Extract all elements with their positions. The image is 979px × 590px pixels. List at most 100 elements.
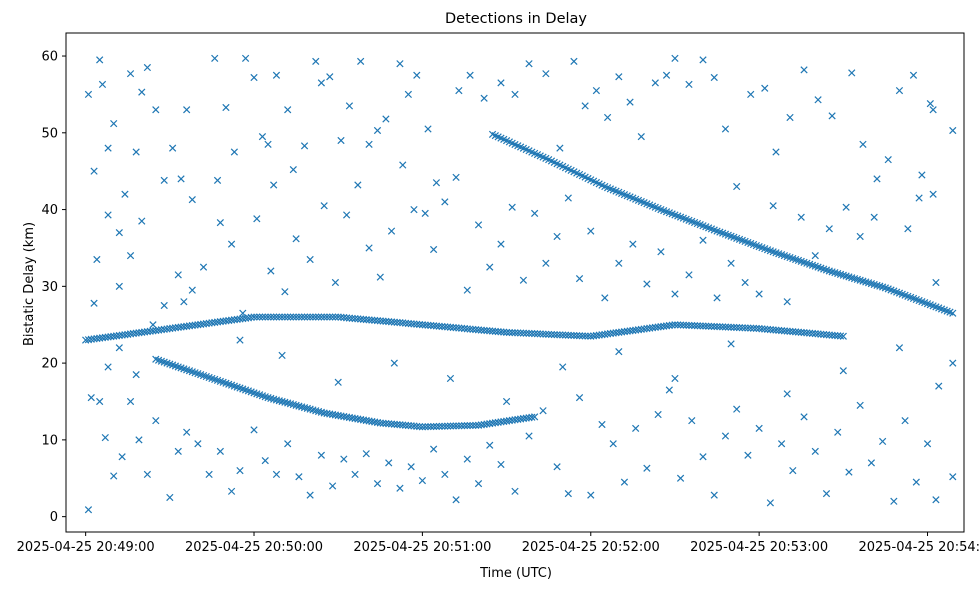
detection-point: [429, 445, 438, 453]
detection-point: [915, 194, 923, 202]
detection-point: [104, 211, 112, 219]
detection-point: [603, 113, 612, 122]
detection-point: [519, 414, 528, 423]
y-tick-label: 10: [41, 433, 58, 448]
x-tick-label: 2025-04-25 20:51:00: [353, 540, 491, 555]
y-tick-label: 40: [41, 203, 58, 218]
detection-point: [90, 299, 98, 307]
detection-point: [615, 73, 623, 81]
detection-point: [320, 409, 328, 417]
detection-point: [755, 424, 763, 432]
detection-point: [337, 136, 345, 145]
y-tick-label: 30: [41, 280, 58, 295]
detection-point: [755, 290, 763, 298]
x-axis: 2025-04-25 20:49:00 2025-04-25 20:50:00 20…: [17, 532, 979, 555]
detection-point: [385, 459, 393, 467]
detection-point: [721, 323, 730, 331]
detection-point: [351, 414, 359, 423]
detection-point: [508, 329, 516, 337]
x-tick-label: 2025-04-25 20:50:00: [185, 540, 323, 555]
detection-point: [466, 421, 474, 430]
detection-point: [261, 313, 269, 321]
detection-point: [867, 459, 876, 467]
detection-point: [699, 236, 707, 244]
detection-point: [90, 167, 98, 175]
detection-point: [789, 466, 797, 475]
detection-point: [643, 464, 651, 472]
detection-point: [421, 209, 429, 218]
detection-point: [272, 71, 281, 79]
detection-point: [317, 79, 325, 87]
detection-point: [340, 412, 348, 421]
detection-point: [570, 331, 578, 340]
detection-point: [446, 422, 455, 430]
detection-point: [528, 413, 536, 421]
detection-point: [556, 144, 564, 152]
detection-point: [312, 313, 320, 321]
detection-point: [741, 278, 749, 287]
detection-point: [662, 71, 671, 79]
detection-point: [337, 412, 345, 420]
x-tick-label: 2025-04-25 20:54:00: [858, 540, 979, 555]
detection-point: [873, 175, 881, 183]
detection-point: [769, 202, 777, 210]
detection-point: [135, 436, 143, 444]
detection-point: [309, 313, 317, 321]
detection-point: [289, 313, 297, 321]
detection-point: [138, 88, 146, 96]
detection-point: [143, 63, 152, 72]
detection-point: [632, 424, 640, 432]
detection-point: [525, 60, 533, 68]
detection-point: [281, 313, 289, 321]
detection-point: [455, 86, 463, 95]
detection-point: [505, 328, 514, 337]
detection-point: [733, 323, 741, 332]
detection-point: [564, 194, 572, 202]
detection-point: [343, 413, 351, 421]
detection-point: [516, 329, 525, 337]
detection-point: [749, 324, 758, 332]
y-tick-label: 60: [41, 50, 58, 65]
detection-point: [519, 276, 528, 284]
detection-point: [314, 313, 323, 321]
detection-point: [474, 480, 483, 488]
y-tick-label: 20: [41, 357, 58, 372]
detection-point: [575, 394, 584, 402]
detection-point: [836, 332, 845, 340]
detection-point: [777, 440, 786, 448]
y-tick-label: 0: [50, 510, 58, 525]
detection-point: [741, 324, 749, 332]
detection-point: [345, 102, 354, 110]
detection-point: [284, 440, 292, 448]
detection-point: [800, 66, 808, 74]
detection-point: [463, 455, 471, 463]
detection-point: [547, 330, 556, 339]
detection-point: [87, 394, 95, 402]
detection-point: [564, 331, 572, 339]
detection-point: [174, 447, 182, 456]
detection-point: [390, 359, 398, 367]
detection-point: [256, 313, 264, 321]
detection-point: [676, 321, 685, 329]
detection-point: [814, 96, 822, 104]
detection-point: [272, 470, 281, 479]
detection-point: [300, 142, 309, 150]
detection-point: [488, 419, 497, 427]
detection-point: [508, 416, 516, 424]
detection-point: [601, 294, 609, 302]
detection-point: [320, 313, 328, 321]
detection-point: [435, 422, 443, 430]
detection-point: [466, 71, 474, 79]
detection-point: [710, 322, 718, 331]
detection-point: [859, 140, 867, 148]
detection-point: [581, 332, 589, 340]
detection-point: [449, 422, 457, 430]
detection-point: [247, 313, 255, 322]
detection-point: [104, 144, 112, 152]
detection-point: [441, 470, 449, 479]
detection-point: [446, 374, 455, 383]
detection-point: [901, 417, 909, 425]
detection-point: [570, 57, 578, 66]
detection-point: [688, 321, 696, 330]
